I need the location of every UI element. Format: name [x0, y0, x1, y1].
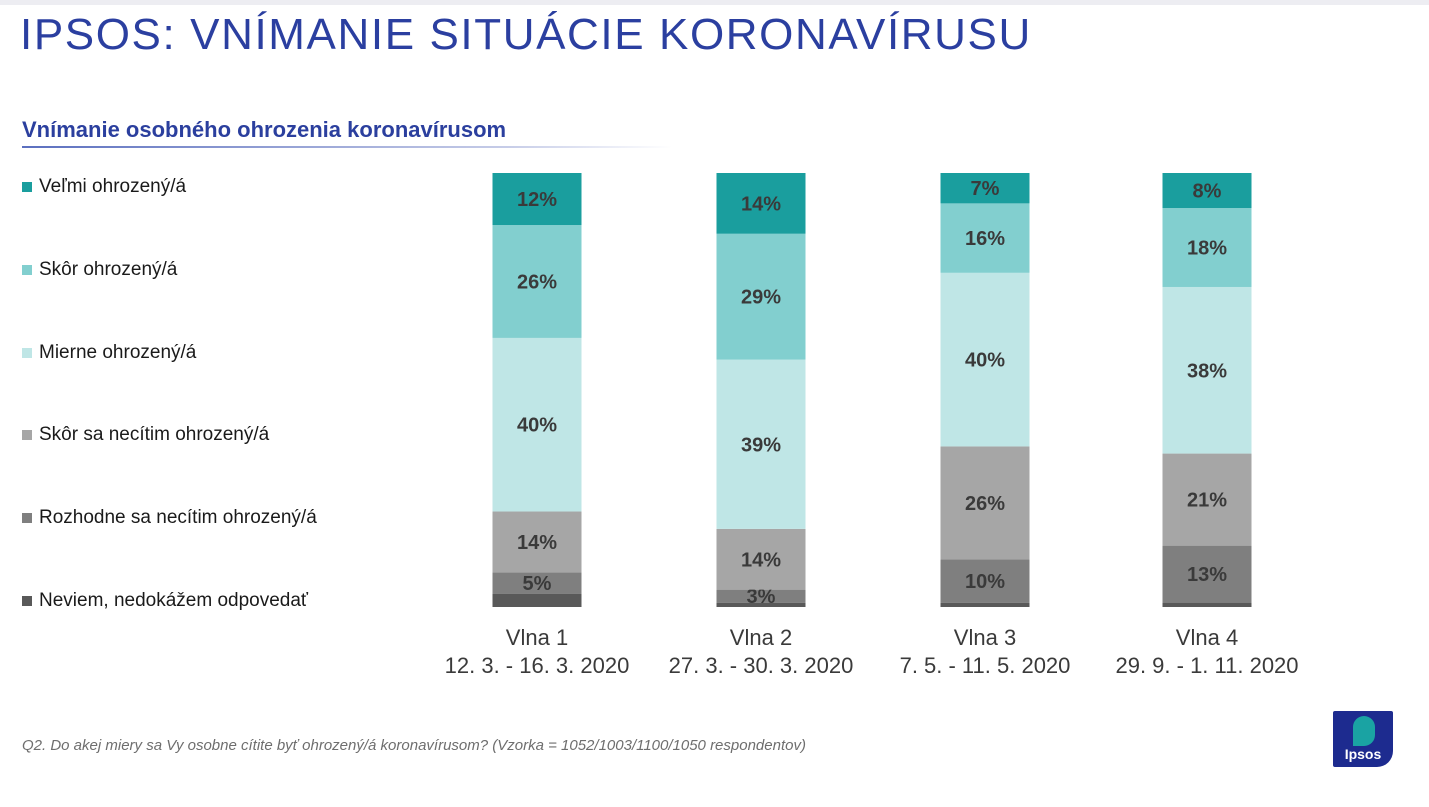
- legend-item: Rozhodne sa necítim ohrozený/á: [22, 505, 317, 531]
- data-label: 38%: [1187, 360, 1227, 382]
- bar-segment: [492, 173, 582, 226]
- bar-segment: [1162, 545, 1252, 603]
- data-label: 14%: [517, 532, 557, 554]
- chart-subtitle: Vnímanie osobného ohrozenia koronavíruso…: [22, 117, 507, 142]
- data-label: 13%: [1187, 564, 1227, 586]
- bar-segment: [940, 203, 1030, 273]
- legend-swatch: [22, 348, 32, 358]
- bar-segment: [940, 446, 1030, 560]
- legend-label: Mierne ohrozený/á: [39, 342, 197, 363]
- legend-swatch: [22, 265, 32, 275]
- logo-text: Ipsos: [1344, 746, 1382, 762]
- bar-segment: [716, 233, 806, 360]
- legend-swatch: [22, 513, 32, 523]
- survey-question-footnote: Q2. Do akej miery sa Vy osobne cítite by…: [22, 737, 806, 754]
- x-tick-label: Vlna 3: [954, 625, 1016, 650]
- data-label: 26%: [517, 272, 557, 294]
- x-tick-date: 29. 9. - 1. 11. 2020: [1115, 653, 1298, 678]
- legend-label: Skôr ohrozený/á: [39, 259, 178, 280]
- x-tick-label: Vlna 1: [506, 625, 568, 650]
- legend-swatch: [22, 430, 32, 440]
- bar-segment: [492, 593, 582, 607]
- data-label: 3%: [747, 586, 776, 608]
- bar-segment: [492, 572, 582, 594]
- data-label: 16%: [965, 228, 1005, 250]
- bar-segment: [940, 602, 1030, 607]
- legend-item: Neviem, nedokážem odpovedať: [22, 588, 308, 614]
- bar-segment: [716, 602, 806, 607]
- bar-segment: [492, 337, 582, 512]
- ipsos-logo: Ipsos: [1333, 711, 1393, 767]
- data-label: 14%: [741, 193, 781, 215]
- x-tick-label: Vlna 4: [1176, 625, 1238, 650]
- legend-swatch: [22, 596, 32, 606]
- legend-item: Veľmi ohrozený/á: [22, 174, 186, 200]
- bar-segment: [1162, 208, 1252, 287]
- bar-segment: [1162, 286, 1252, 454]
- data-label: 39%: [741, 434, 781, 456]
- x-tick-date: 12. 3. - 16. 3. 2020: [445, 653, 630, 678]
- bar-segment: [940, 559, 1030, 603]
- bar-segment: [1162, 453, 1252, 546]
- legend-item: Skôr ohrozený/á: [22, 257, 177, 283]
- legend-label: Veľmi ohrozený/á: [39, 176, 187, 197]
- top-rule: [0, 0, 1429, 5]
- bar-segment: [492, 511, 582, 573]
- data-label: 40%: [517, 415, 557, 437]
- legend-item: Skôr sa necítim ohrozený/á: [22, 422, 269, 448]
- data-label: 26%: [965, 493, 1005, 515]
- bar-segment: [716, 589, 806, 603]
- logo-mark: [1353, 716, 1375, 746]
- bar-segment: [1162, 173, 1252, 209]
- legend-label: Rozhodne sa necítim ohrozený/á: [39, 507, 317, 528]
- data-label: 7%: [971, 178, 1000, 200]
- data-label: 29%: [741, 287, 781, 309]
- legend-swatch: [22, 182, 32, 192]
- data-label: 18%: [1187, 238, 1227, 260]
- page-title: IPSOS: VNÍMANIE SITUÁCIE KORONAVÍRUSU: [20, 10, 1032, 59]
- data-label: 12%: [517, 189, 557, 211]
- bar-segment: [716, 173, 806, 234]
- bar-segment: [1162, 602, 1252, 607]
- legend-label: Skôr sa necítim ohrozený/á: [39, 424, 270, 445]
- bar-segment: [940, 272, 1030, 447]
- data-label: 10%: [965, 571, 1005, 593]
- bar-segment: [940, 173, 1030, 204]
- data-label: 8%: [1193, 181, 1222, 203]
- subtitle-underline: [22, 146, 672, 148]
- legend-label: Neviem, nedokážem odpovedať: [39, 590, 309, 611]
- bar-segment: [716, 359, 806, 529]
- legend-item: Mierne ohrozený/á: [22, 340, 196, 366]
- data-label: 5%: [523, 573, 552, 595]
- bar-segment: [492, 225, 582, 338]
- data-label: 21%: [1187, 490, 1227, 512]
- data-label: 14%: [741, 549, 781, 571]
- x-tick-date: 7. 5. - 11. 5. 2020: [900, 653, 1071, 678]
- data-label: 40%: [965, 350, 1005, 372]
- x-tick-date: 27. 3. - 30. 3. 2020: [669, 653, 854, 678]
- x-tick-label: Vlna 2: [730, 625, 792, 650]
- bar-segment: [716, 528, 806, 590]
